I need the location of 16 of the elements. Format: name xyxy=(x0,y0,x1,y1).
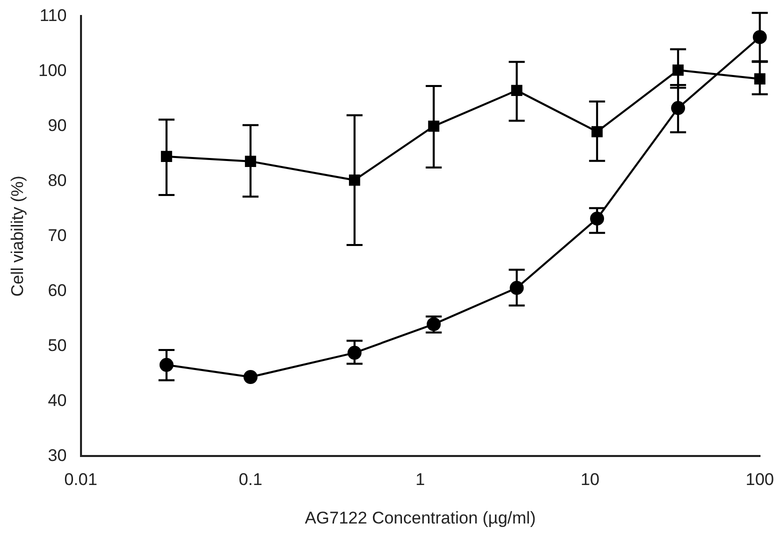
x-tick-label: 0.01 xyxy=(64,470,98,490)
y-tick-label: 30 xyxy=(48,446,67,465)
y-tick-label: 90 xyxy=(48,116,67,135)
x-axis-title: AG7122 Concentration (µg/ml) xyxy=(304,508,536,528)
y-tick-label: 50 xyxy=(48,336,67,355)
y-tick-label: 110 xyxy=(40,6,67,25)
y-tick-label: 100 xyxy=(38,60,67,80)
x-tick-label: 1 xyxy=(416,470,426,490)
y-axis-title: Cell viability (%) xyxy=(8,176,27,297)
y-tick-label: 40 xyxy=(48,390,67,410)
y-tick-label: 70 xyxy=(48,226,67,245)
x-tick-label: 0.1 xyxy=(238,470,262,490)
x-tick-label: 100 xyxy=(746,470,774,490)
y-tick-label: 60 xyxy=(48,280,67,300)
x-tick-label: 10 xyxy=(580,470,600,490)
y-tick-label: 80 xyxy=(48,170,67,190)
